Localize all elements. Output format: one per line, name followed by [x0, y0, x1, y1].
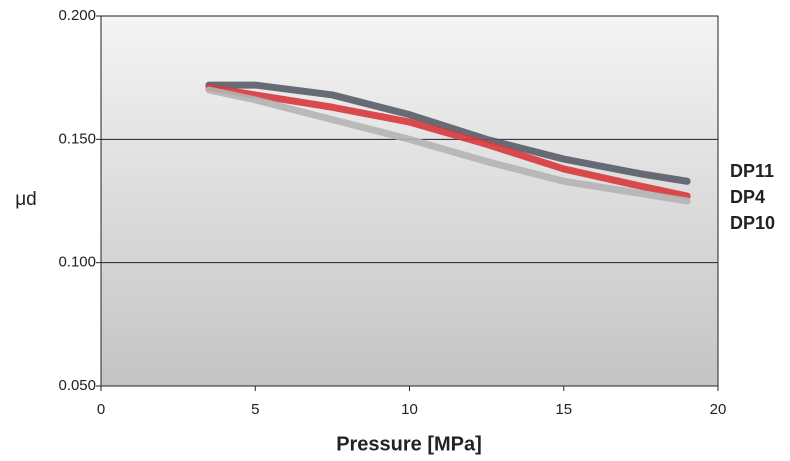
x-tick-label: 5 — [251, 401, 259, 418]
series-line — [205, 81, 691, 185]
plot-area — [100, 15, 719, 387]
y-tick-label: 0.200 — [58, 7, 96, 24]
y-axis-label: μd — [15, 189, 37, 210]
legend-label: DP4 — [730, 187, 765, 207]
y-tick-label: 0.050 — [58, 377, 96, 394]
y-tick-label: 0.100 — [58, 254, 96, 271]
legend-label: DP11 — [730, 161, 774, 181]
series-line — [205, 86, 691, 205]
x-tick-label: 0 — [97, 401, 105, 418]
x-tick-label: 15 — [555, 401, 572, 418]
series-line — [205, 84, 691, 200]
x-tick-label: 10 — [401, 401, 418, 418]
legend-label: DP10 — [730, 213, 775, 233]
x-axis-label: Pressure [MPa] — [336, 433, 482, 455]
y-tick-label: 0.150 — [58, 130, 96, 147]
x-tick-label: 20 — [710, 401, 727, 418]
